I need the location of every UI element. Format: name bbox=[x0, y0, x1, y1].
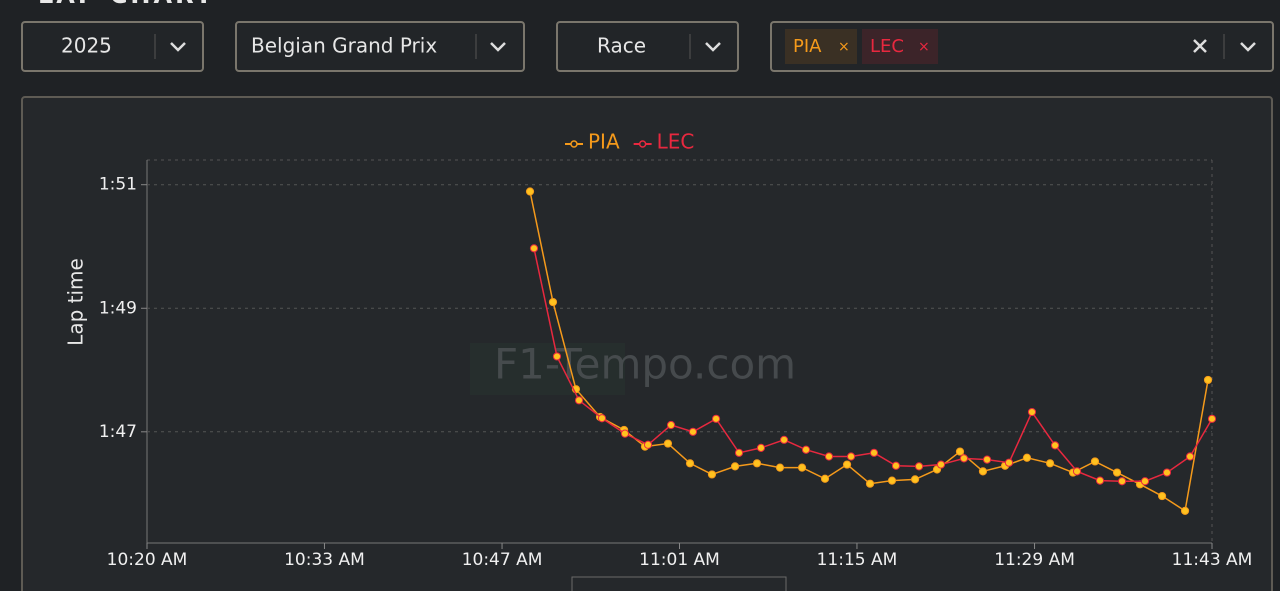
watermark: F1-Tempo.com bbox=[494, 340, 796, 389]
data-point bbox=[688, 427, 698, 436]
remove-icon[interactable]: × bbox=[918, 39, 930, 55]
data-point bbox=[978, 467, 988, 476]
data-point bbox=[1027, 407, 1037, 417]
range-slider[interactable] bbox=[571, 576, 787, 591]
data-point bbox=[842, 460, 852, 469]
data-point bbox=[643, 440, 653, 449]
year-select[interactable] bbox=[21, 21, 204, 72]
data-point bbox=[887, 476, 897, 485]
data-point bbox=[1090, 457, 1100, 466]
data-point bbox=[869, 448, 879, 457]
legend-label: PIA bbox=[588, 130, 620, 154]
remove-icon[interactable]: × bbox=[838, 39, 850, 55]
data-point bbox=[1022, 453, 1032, 462]
driver-tag-label: LEC bbox=[870, 36, 904, 57]
page-title: LAP CHART bbox=[38, 0, 215, 9]
data-point bbox=[820, 474, 830, 483]
data-point bbox=[1207, 414, 1217, 423]
x-tick-label: 11:29 AM bbox=[994, 550, 1075, 570]
data-point bbox=[1050, 441, 1060, 450]
data-point bbox=[910, 475, 920, 484]
data-point bbox=[752, 459, 762, 468]
data-point bbox=[666, 420, 676, 430]
legend-marker bbox=[570, 140, 578, 148]
chevron[interactable] bbox=[170, 42, 186, 52]
data-point bbox=[955, 447, 965, 456]
data-point bbox=[529, 244, 539, 253]
x-tick-label: 11:15 AM bbox=[817, 550, 898, 570]
data-point bbox=[734, 448, 744, 457]
data-point bbox=[1203, 375, 1213, 385]
chevron[interactable] bbox=[705, 42, 721, 52]
data-point bbox=[1140, 477, 1150, 486]
data-point bbox=[730, 462, 740, 471]
data-point bbox=[982, 455, 992, 464]
data-point bbox=[620, 429, 630, 438]
data-point bbox=[846, 452, 856, 461]
x-tick-label: 10:47 AM bbox=[462, 550, 543, 570]
data-point bbox=[959, 454, 969, 463]
data-point bbox=[1185, 452, 1195, 461]
chart-panel bbox=[21, 96, 1273, 591]
data-point bbox=[1072, 467, 1082, 476]
chevron[interactable] bbox=[490, 42, 506, 52]
data-point bbox=[775, 463, 785, 472]
data-point bbox=[574, 396, 584, 405]
data-point bbox=[1180, 506, 1190, 515]
chevron[interactable] bbox=[1240, 42, 1256, 52]
event-select[interactable] bbox=[235, 21, 525, 72]
session-select[interactable] bbox=[556, 21, 739, 72]
data-point bbox=[685, 459, 695, 468]
x-tick-label: 11:01 AM bbox=[639, 550, 720, 570]
data-point bbox=[914, 462, 924, 471]
data-point bbox=[865, 479, 875, 488]
data-point bbox=[1117, 477, 1127, 486]
data-point bbox=[936, 460, 946, 469]
x-tick-label: 10:33 AM bbox=[284, 550, 365, 570]
data-point bbox=[663, 439, 673, 448]
y-tick-label: 1:51 bbox=[99, 175, 137, 195]
y-tick-label: 1:47 bbox=[99, 422, 137, 442]
legend-marker bbox=[638, 140, 647, 148]
data-point bbox=[1157, 491, 1167, 501]
data-point bbox=[1004, 458, 1014, 467]
clear-icon[interactable] bbox=[1193, 39, 1207, 53]
data-point bbox=[891, 461, 901, 470]
watermark-logo bbox=[470, 343, 625, 395]
driver-tag-label: PIA bbox=[793, 36, 822, 57]
driver-tag[interactable] bbox=[785, 29, 857, 64]
data-point bbox=[552, 352, 562, 361]
data-point bbox=[824, 452, 834, 461]
year-value: 2025 bbox=[61, 34, 112, 58]
data-point bbox=[1162, 468, 1172, 477]
driver-tag[interactable] bbox=[862, 29, 938, 64]
data-point bbox=[779, 435, 789, 444]
data-point bbox=[707, 470, 717, 479]
data-point bbox=[797, 463, 807, 472]
y-tick-label: 1:49 bbox=[99, 298, 137, 318]
data-point bbox=[525, 187, 535, 196]
data-point bbox=[1045, 459, 1055, 468]
data-point bbox=[711, 414, 721, 423]
data-point bbox=[548, 297, 558, 307]
data-point bbox=[1095, 476, 1105, 485]
data-point bbox=[597, 414, 607, 423]
data-point bbox=[756, 443, 766, 452]
legend-label: LEC bbox=[657, 130, 695, 154]
x-tick-label: 11:43 AM bbox=[1172, 550, 1253, 570]
session-value: Race bbox=[597, 34, 646, 58]
data-point bbox=[801, 445, 811, 454]
event-value: Belgian Grand Prix bbox=[251, 34, 437, 58]
data-point bbox=[1112, 468, 1122, 477]
x-tick-label: 10:20 AM bbox=[107, 550, 188, 570]
y-axis-label: Lap time bbox=[64, 258, 88, 346]
